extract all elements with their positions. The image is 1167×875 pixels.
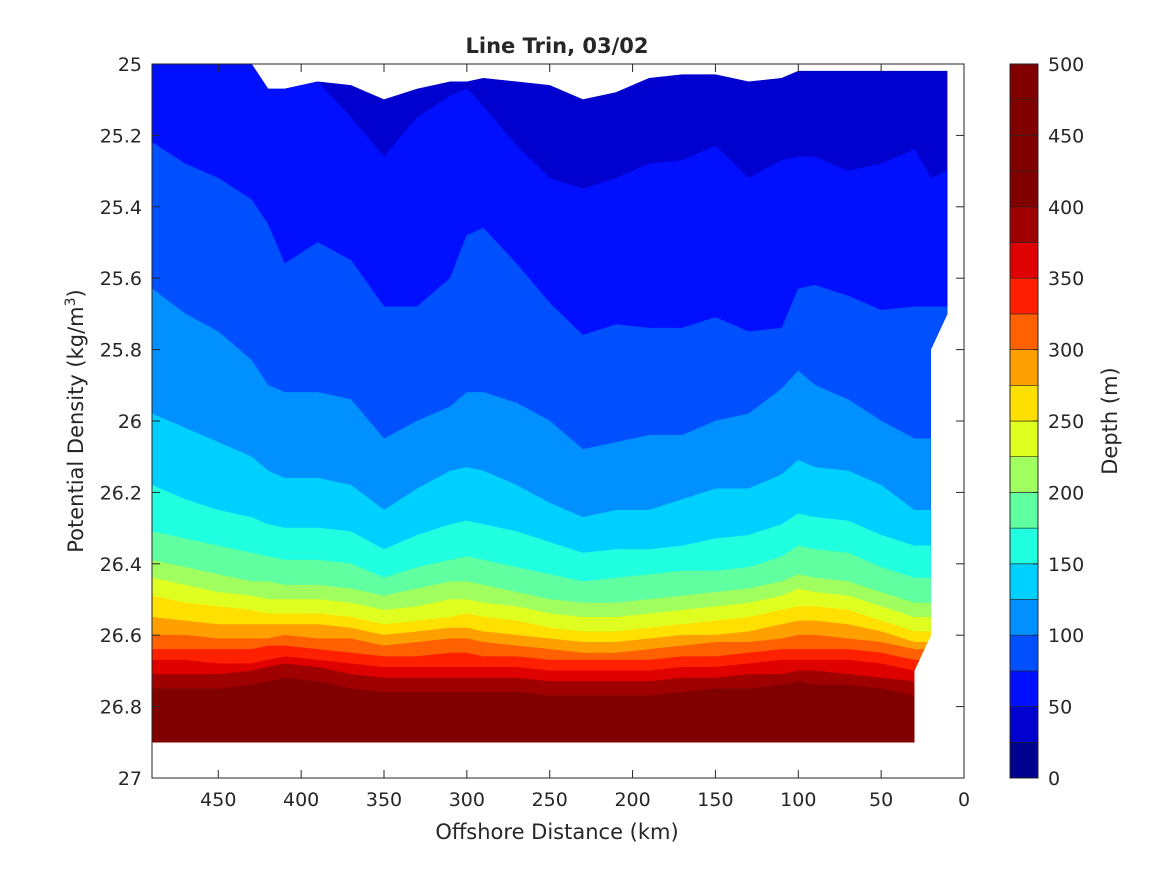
colorbar-band [1009,527,1039,565]
colorbar-band [1009,634,1039,672]
colorbar-band [1009,492,1039,529]
colorbar-band [1009,277,1039,315]
x-tick-label: 300 [449,789,485,811]
x-axis-ticks: 450 400 350 300 250 200 150 100 50 0 [200,64,970,811]
colorbar-tick-label: 250 [1048,411,1084,433]
colorbar-tick-label: 350 [1048,268,1084,290]
colorbar-ticks: 0 50 100 150 200 250 300 350 400 450 500 [1033,54,1084,790]
colorbar-band [1009,206,1039,243]
y-tick-label: 26 [118,411,142,433]
y-tick-label: 26.4 [100,554,142,576]
colorbar-tick-label: 450 [1048,125,1084,147]
colorbar-tick-label: 400 [1048,197,1084,219]
x-axis-label: Offshore Distance (km) [435,820,678,844]
x-tick-label: 200 [614,789,650,811]
x-tick-label: 150 [697,789,733,811]
y-tick-label: 25.6 [100,268,142,290]
colorbar-tick-label: 50 [1048,697,1072,719]
y-tick-label: 26.8 [100,697,142,719]
colorbar-tick-label: 300 [1048,340,1084,362]
x-tick-label: 450 [200,789,236,811]
contour-band [152,720,948,743]
colorbar-band [1009,456,1039,493]
y-tick-label: 25.4 [100,197,142,219]
colorbar-bands [1009,63,1039,779]
colorbar-band [1009,170,1039,208]
contour-band [152,734,948,743]
y-tick-label: 26.6 [100,625,142,647]
colorbar-tick-label: 500 [1048,54,1084,76]
x-tick-label: 0 [958,789,970,811]
colorbar-band [1009,99,1039,136]
y-tick-label: 25.8 [100,340,142,362]
plot-area: 450 400 350 300 250 200 150 100 50 0 2525.225.425… [100,54,970,811]
colorbar-band [1009,563,1039,600]
colorbar-tick-label: 0 [1048,768,1060,790]
colorbar-band [1009,63,1039,101]
colorbar-label: Depth (m) [1098,367,1122,474]
y-axis-label-main: Potential Density (kg/m [64,306,88,552]
y-tick-label: 26.2 [100,482,142,504]
x-tick-label: 250 [532,789,568,811]
y-axis-label-superscript: 3 [63,297,79,306]
colorbar: 0 50 100 150 200 250 300 350 400 450 500 Depth (m) [1009,54,1122,790]
x-tick-label: 50 [869,789,893,811]
x-tick-label: 100 [780,789,816,811]
colorbar-band [1009,135,1039,172]
y-tick-label: 25.2 [100,125,142,147]
contour-fills [152,64,948,743]
colorbar-band [1009,313,1039,350]
y-axis-label: Potential Density (kg/m3) [63,289,88,553]
colorbar-band [1009,670,1039,707]
colorbar-band [1009,706,1039,743]
y-axis-label-close: ) [64,289,88,297]
colorbar-band [1009,384,1039,422]
colorbar-band [1009,242,1039,279]
colorbar-band [1009,599,1039,636]
x-tick-label: 350 [366,789,402,811]
colorbar-tick-label: 200 [1048,482,1084,504]
y-axis-ticks: 25 25.2 25.4 25.6 25.8 26 26.2 26.4 26.6 26.8 27 [100,54,964,790]
y-tick-label: 27 [118,768,142,790]
colorbar-tick-label: 150 [1048,554,1084,576]
x-tick-label: 400 [283,789,319,811]
colorbar-tick-label: 100 [1048,625,1084,647]
colorbar-band [1009,741,1039,779]
colorbar-band [1009,420,1039,458]
y-tick-label: 25 [118,54,142,76]
chart-title: Line Trin, 03/02 [465,34,648,58]
colorbar-band [1009,349,1039,386]
